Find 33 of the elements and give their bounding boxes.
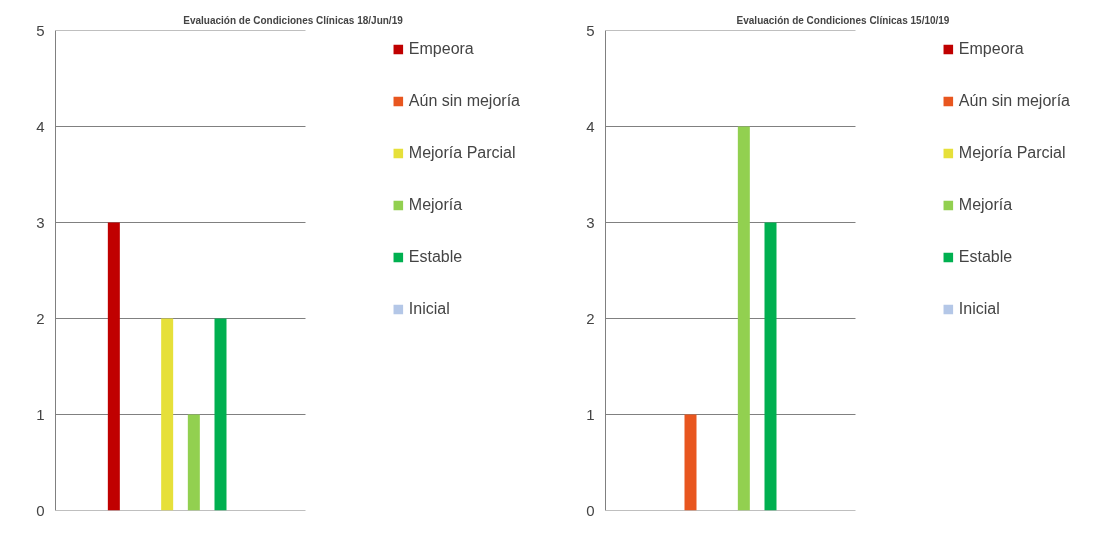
y-tick-label: 3 [586,213,595,231]
legend-label: Mejoría Parcial [408,144,516,162]
legend-label: Estable [958,248,1013,266]
legend-label: Empeora [408,40,474,58]
legend-label: Inicial [958,300,1000,318]
legend-label: Aún sin mejoría [408,92,520,110]
legend-label: Estable [408,248,463,266]
legend-label: Mejoría Parcial [958,144,1066,162]
y-tick-label: 5 [36,21,45,39]
chart-title: Evaluación de Condiciones Clínicas 18/Jun/19 [183,14,404,26]
bar [107,222,120,511]
legend-label: Inicial [408,300,450,318]
bar [187,414,200,511]
legend-label: Aún sin mejoría [958,92,1070,110]
legend-label: Mejoría [408,196,463,214]
y-tick-label: 1 [586,405,595,423]
y-tick-label: 5 [586,21,595,39]
legend-label: Mejoría [958,196,1013,214]
y-tick-label: 2 [36,309,45,327]
bar [161,318,174,511]
chart-title: Evaluación de Condiciones Clínicas 15/10/19 [736,14,950,26]
y-tick-label: 1 [36,405,45,423]
y-tick-label: 0 [36,501,45,519]
legend-label: Empeora [958,40,1024,58]
bar [684,414,697,511]
bar [764,222,777,511]
bar [737,126,750,511]
y-tick-label: 2 [586,309,595,327]
y-tick-label: 4 [36,117,45,135]
bar [214,318,227,511]
y-tick-label: 0 [586,501,595,519]
y-tick-label: 3 [36,213,45,231]
y-tick-label: 4 [586,117,595,135]
